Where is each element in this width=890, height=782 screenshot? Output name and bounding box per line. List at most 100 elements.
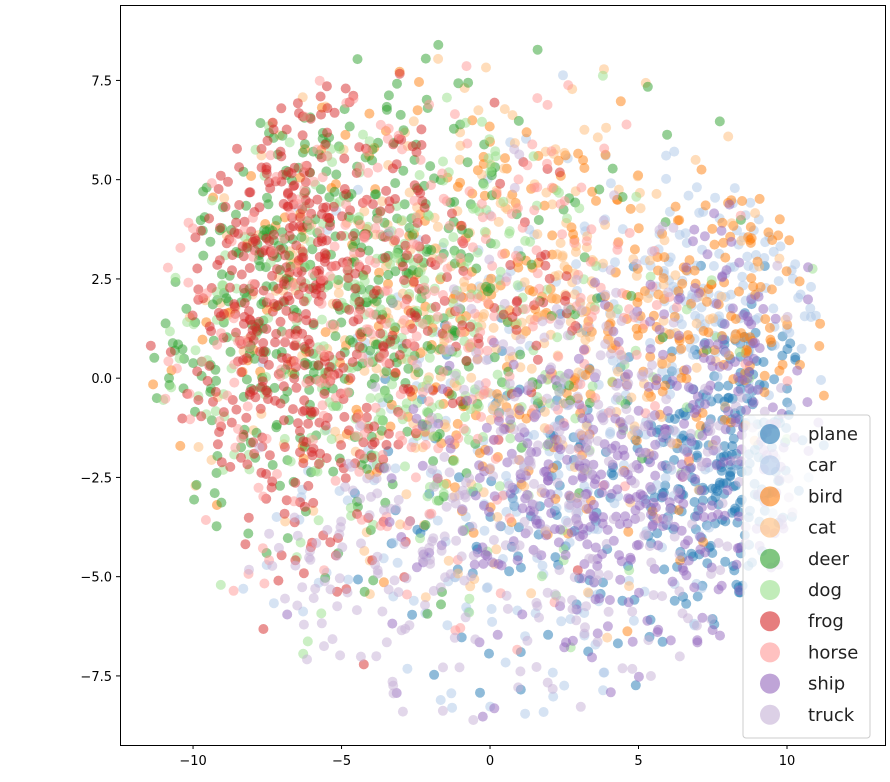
point-truck (624, 414, 635, 425)
point-car (598, 685, 609, 696)
point-horse (316, 298, 327, 309)
point-bird (767, 235, 778, 246)
point-horse (399, 315, 409, 326)
point-horse (433, 443, 444, 454)
point-horse (624, 228, 635, 238)
point-bird (748, 281, 759, 292)
legend-marker-truck (760, 704, 780, 725)
point-bird (760, 314, 771, 325)
point-truck (423, 383, 434, 394)
point-truck (468, 550, 479, 561)
point-bird (412, 105, 423, 116)
point-truck (505, 346, 516, 357)
point-horse (462, 138, 473, 149)
point-truck (444, 344, 455, 355)
point-frog (416, 140, 427, 150)
point-horse (293, 194, 304, 205)
point-horse (322, 150, 333, 161)
point-car (680, 228, 691, 239)
point-truck (526, 380, 537, 390)
point-car (486, 604, 497, 614)
point-frog (261, 164, 272, 175)
point-truck (601, 538, 612, 549)
point-horse (429, 286, 440, 296)
point-horse (575, 292, 586, 303)
point-horse (455, 253, 466, 263)
point-truck (439, 452, 450, 462)
point-truck (371, 651, 382, 662)
point-truck (537, 316, 548, 327)
point-cat (573, 367, 584, 378)
point-cat (499, 104, 510, 115)
point-dog (368, 519, 379, 530)
point-cat (459, 282, 470, 293)
point-truck (539, 332, 550, 343)
point-frog (378, 342, 389, 353)
legend-marker-ship (760, 673, 780, 694)
point-frog (264, 177, 274, 188)
point-truck (598, 215, 609, 226)
point-cat (631, 270, 642, 281)
point-plane (657, 636, 668, 647)
point-ship (612, 484, 623, 495)
point-frog (292, 98, 303, 109)
point-ship (541, 466, 551, 477)
point-truck (387, 676, 398, 687)
point-frog (531, 340, 542, 351)
point-bird (814, 341, 825, 351)
point-dog (414, 170, 425, 180)
point-truck (457, 525, 468, 536)
point-car (657, 366, 668, 377)
point-deer (188, 358, 199, 369)
point-truck (600, 289, 611, 300)
point-horse (437, 252, 448, 263)
point-deer (296, 232, 307, 243)
point-car (694, 207, 705, 218)
point-truck (637, 447, 648, 458)
point-ship (597, 487, 607, 498)
point-frog (303, 480, 314, 491)
point-ship (590, 277, 600, 288)
point-cat (632, 171, 643, 182)
point-horse (226, 236, 237, 247)
point-frog (263, 394, 273, 405)
point-ship (730, 417, 741, 428)
point-frog (234, 162, 245, 173)
point-truck (683, 613, 693, 624)
point-deer (198, 250, 209, 261)
point-dog (562, 213, 572, 224)
point-ship (489, 491, 500, 502)
point-horse (299, 161, 310, 172)
point-ship (590, 542, 601, 553)
point-bird (754, 193, 765, 204)
point-truck (372, 488, 383, 499)
point-horse (308, 176, 319, 187)
point-frog (394, 68, 405, 79)
point-dog (166, 382, 177, 393)
point-plane (769, 374, 780, 385)
legend-marker-deer (760, 548, 780, 569)
point-cat (626, 392, 637, 403)
point-car (487, 616, 498, 627)
point-horse (394, 227, 405, 238)
point-dog (423, 375, 433, 386)
point-truck (668, 222, 679, 233)
point-truck (776, 383, 786, 393)
x-tick-label: 0 (486, 754, 494, 769)
point-cat (613, 366, 623, 377)
point-deer (269, 382, 280, 393)
point-horse (411, 331, 422, 342)
point-frog (343, 425, 354, 436)
point-frog (381, 185, 392, 196)
point-truck (669, 531, 680, 542)
point-plane (689, 497, 700, 507)
point-bird (320, 327, 331, 338)
point-bird (524, 285, 535, 296)
point-truck (617, 467, 628, 477)
point-ship (746, 319, 757, 330)
point-ship (411, 413, 422, 424)
point-truck (501, 590, 512, 601)
point-ship (648, 497, 659, 508)
point-ship (657, 461, 668, 471)
point-frog (284, 222, 295, 233)
